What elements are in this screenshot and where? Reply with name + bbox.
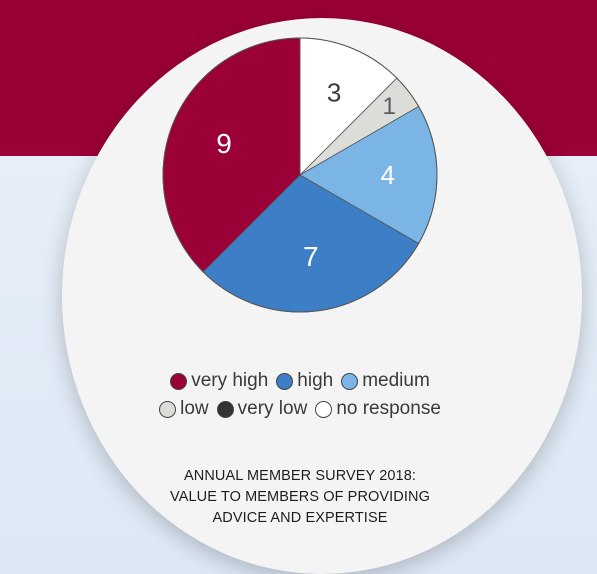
pie-outline bbox=[162, 37, 438, 313]
chart-title-line-3: ADVICE AND EXPERTISE bbox=[212, 510, 388, 526]
legend-swatch-icon bbox=[216, 400, 234, 418]
chart-title-line-1: ANNUAL MEMBER SURVEY 2018: bbox=[183, 468, 416, 484]
legend-label: very high bbox=[191, 370, 269, 391]
pie-label-no-response: 3 bbox=[327, 78, 341, 108]
legend-swatch-icon bbox=[170, 372, 188, 390]
legend-row-2: low very low no response bbox=[110, 398, 490, 420]
legend-label: very low bbox=[237, 398, 308, 419]
pie-label-very-high: 9 bbox=[216, 128, 232, 159]
legend-label: high bbox=[297, 370, 334, 391]
legend: very high high medium low very low no respon… bbox=[110, 370, 490, 426]
legend-swatch-icon bbox=[159, 400, 177, 418]
chart-title: ANNUAL MEMBER SURVEY 2018: VALUE TO MEMB… bbox=[120, 466, 480, 529]
legend-item-low: low bbox=[159, 398, 209, 420]
pie-label-low: 1 bbox=[382, 93, 395, 120]
legend-item-high: high bbox=[276, 370, 333, 392]
chart-title-line-2: VALUE TO MEMBERS OF PROVIDING bbox=[170, 489, 430, 505]
legend-label: medium bbox=[362, 370, 430, 391]
legend-item-no-response: no response bbox=[315, 398, 441, 420]
legend-label: low bbox=[180, 398, 209, 419]
legend-swatch-icon bbox=[315, 400, 333, 418]
pie-label-high: 7 bbox=[303, 241, 319, 272]
pie-label-medium: 4 bbox=[380, 160, 394, 190]
legend-label: no response bbox=[336, 398, 441, 419]
legend-item-very-high: very high bbox=[170, 370, 268, 392]
legend-row-1: very high high medium bbox=[110, 370, 490, 392]
legend-swatch-icon bbox=[276, 372, 294, 390]
legend-swatch-icon bbox=[341, 372, 359, 390]
legend-item-medium: medium bbox=[341, 370, 430, 392]
pie-chart: 3 1 4 7 9 bbox=[162, 37, 438, 313]
legend-item-very-low: very low bbox=[216, 398, 308, 420]
